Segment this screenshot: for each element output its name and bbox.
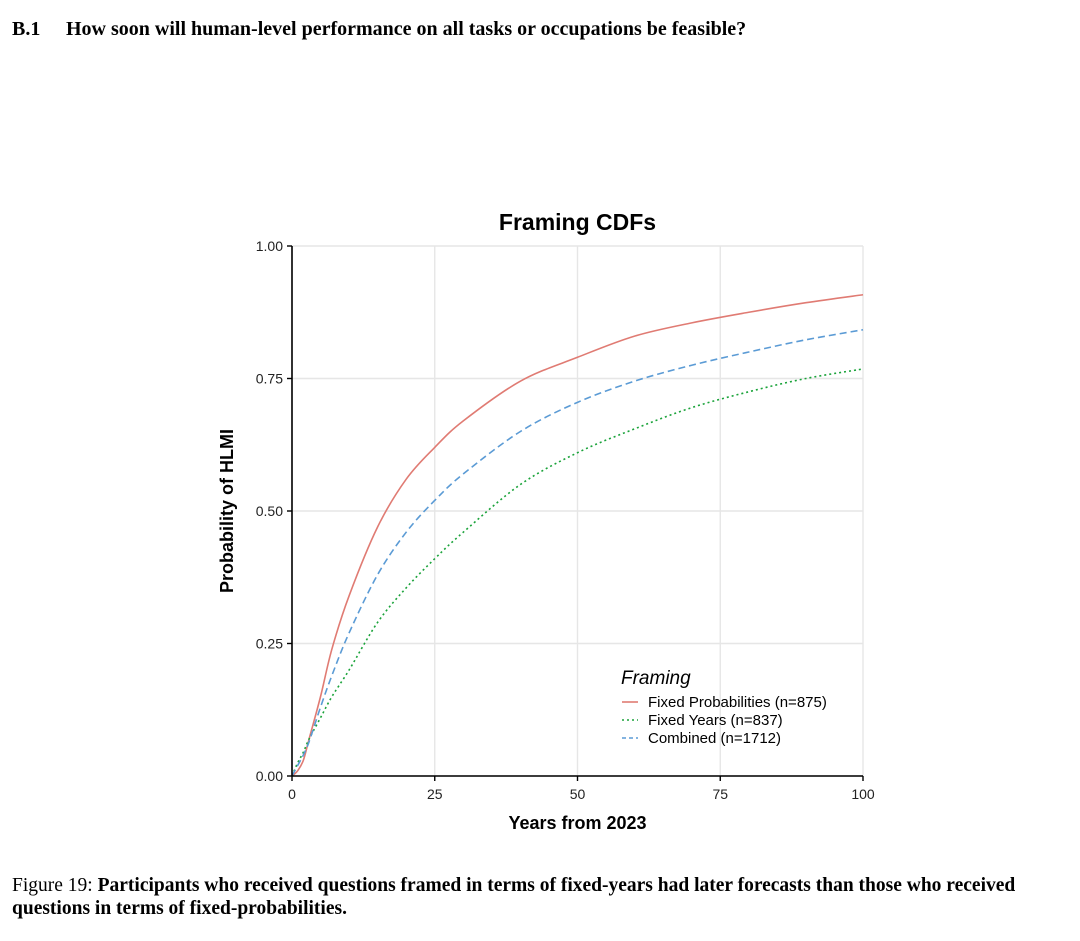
legend-label-1: Fixed Years (n=837) bbox=[648, 712, 783, 729]
x-tick-label: 100 bbox=[851, 786, 875, 802]
x-axis-label: Years from 2023 bbox=[508, 813, 646, 833]
y-tick-label: 0.00 bbox=[256, 768, 283, 784]
y-tick-label: 0.75 bbox=[256, 371, 283, 387]
series-line-2 bbox=[291, 328, 864, 777]
legend-title: Framing bbox=[621, 668, 691, 689]
figure-label: Figure 19: bbox=[12, 875, 93, 896]
y-tick-label: 1.00 bbox=[256, 238, 283, 254]
x-tick-label: 0 bbox=[288, 786, 296, 802]
figure-caption-text: Participants who received questions fram… bbox=[12, 875, 1016, 919]
y-tick-label: 0.50 bbox=[256, 503, 283, 519]
y-axis-label: Probability of HLMI bbox=[217, 429, 237, 593]
section-heading: B.1 How soon will human-level performance… bbox=[12, 18, 746, 41]
section-title: How soon will human-level performance on… bbox=[66, 18, 747, 40]
x-tick-label: 50 bbox=[570, 786, 586, 802]
chart-title: Framing CDFs bbox=[499, 209, 656, 235]
legend-label-2: Combined (n=1712) bbox=[648, 730, 781, 747]
framing-cdf-chart: 0 25 50 75 100 0.00 0.25 0.50 0.75 1.00 Framing CD… bbox=[217, 209, 875, 833]
legend-label-0: Fixed Probabilities (n=875) bbox=[648, 694, 827, 711]
figure-caption: Figure 19: Participants who received que… bbox=[12, 874, 1076, 920]
x-tick-label: 75 bbox=[712, 786, 728, 802]
x-tick-label: 25 bbox=[427, 786, 443, 802]
series-line-1 bbox=[291, 368, 864, 777]
section-number: B.1 bbox=[12, 18, 41, 40]
y-tick-label: 0.25 bbox=[256, 636, 283, 652]
